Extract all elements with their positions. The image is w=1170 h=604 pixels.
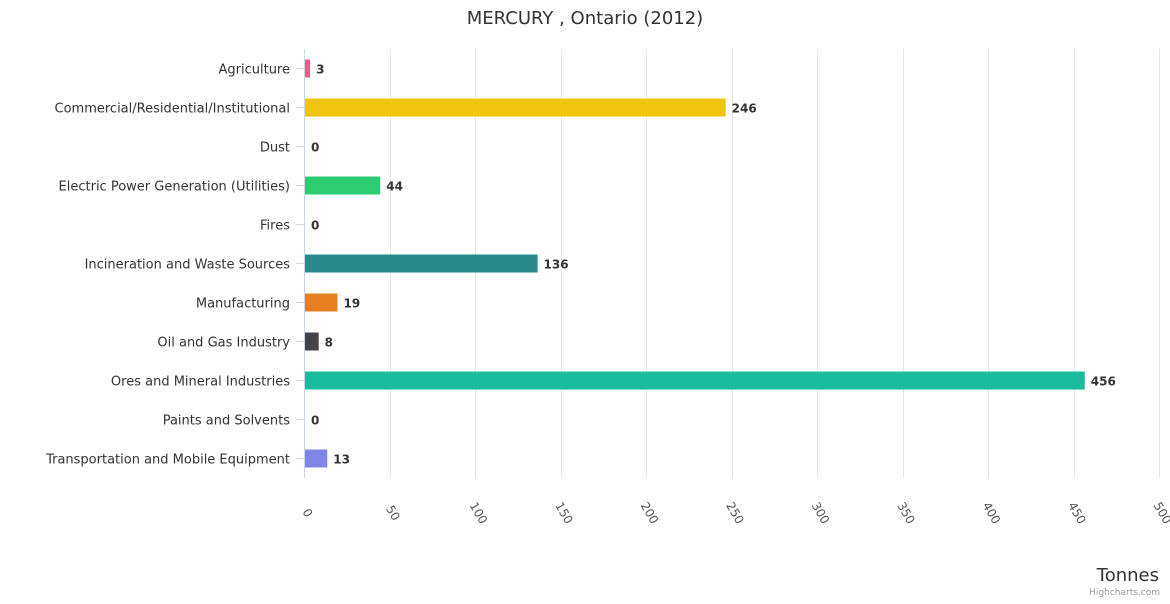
x-axis-ticks: 0 50 100 150 200 250 300 350 400 450 500: [299, 500, 1170, 527]
data-label: 3: [316, 63, 324, 77]
bars: [305, 59, 1085, 468]
bar[interactable]: [305, 332, 319, 351]
x-tick-label: 0: [299, 506, 315, 520]
category-label: Paints and Solvents: [163, 414, 291, 429]
data-label: 0: [311, 219, 319, 233]
category-label: Transportation and Mobile Equipment: [45, 453, 290, 468]
bar[interactable]: [305, 293, 338, 312]
bar[interactable]: [305, 254, 538, 273]
category-label: Electric Power Generation (Utilities): [59, 180, 290, 195]
data-label: 13: [333, 453, 350, 467]
x-tick-label: 150: [552, 500, 576, 527]
data-label: 0: [311, 414, 319, 428]
category-label: Manufacturing: [196, 297, 290, 312]
category-labels: Agriculture Commercial/Residential/Instit…: [45, 63, 290, 468]
x-tick-label: 450: [1065, 500, 1089, 527]
category-label: Agriculture: [219, 63, 291, 78]
category-label: Commercial/Residential/Institutional: [55, 102, 291, 117]
bar[interactable]: [305, 371, 1085, 390]
data-label: 0: [311, 141, 319, 155]
category-label: Incineration and Waste Sources: [85, 258, 291, 273]
x-tick-label: 250: [723, 500, 747, 527]
data-label: 8: [325, 336, 333, 350]
x-tick-label: 500: [1151, 500, 1170, 527]
data-label: 19: [343, 297, 360, 311]
bar[interactable]: [305, 59, 311, 78]
x-tick-label: 200: [638, 500, 662, 527]
bar[interactable]: [305, 176, 381, 195]
bar[interactable]: [305, 449, 328, 468]
data-labels: 3 246 0 44 0 136 19 8 456 0 13: [311, 63, 1116, 467]
data-label: 44: [386, 180, 403, 194]
x-tick-label: 400: [980, 500, 1004, 527]
x-tick-label: 350: [894, 500, 918, 527]
grid-lines: [296, 49, 1160, 478]
credits-link[interactable]: Highcharts.com: [1089, 588, 1160, 598]
category-label: Fires: [260, 219, 290, 234]
data-label: 246: [732, 102, 757, 116]
bar[interactable]: [305, 98, 726, 117]
chart-title: MERCURY , Ontario (2012): [467, 8, 703, 29]
category-label: Dust: [260, 141, 290, 156]
x-tick-label: 100: [467, 500, 491, 527]
x-tick-label: 50: [383, 503, 403, 523]
category-label: Ores and Mineral Industries: [111, 375, 290, 390]
data-label: 456: [1091, 375, 1116, 389]
data-label: 136: [544, 258, 569, 272]
category-label: Oil and Gas Industry: [157, 336, 290, 351]
x-axis-title: Tonnes: [1096, 565, 1159, 586]
x-tick-label: 300: [809, 500, 833, 527]
